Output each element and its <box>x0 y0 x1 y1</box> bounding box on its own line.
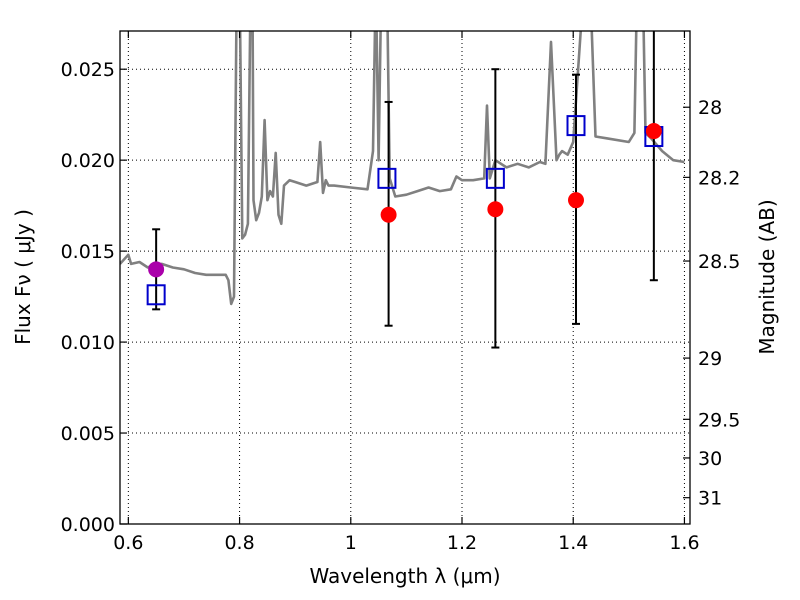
model-spectrum-line <box>120 31 685 306</box>
right-tick-label: 30 <box>698 448 722 470</box>
right-tick-label: 29.5 <box>698 409 740 431</box>
y-tick-label: 0.005 <box>61 423 115 445</box>
model-photometry-square <box>146 284 166 306</box>
right-tick-label: 28.2 <box>698 167 740 189</box>
right-tick-label: 31 <box>698 488 722 510</box>
ticks <box>120 31 690 525</box>
x-axis-label: Wavelength λ (μm) <box>309 564 500 588</box>
points-layer <box>146 31 664 349</box>
y-tick-label: 0.025 <box>61 59 115 81</box>
right-tick-label: 28.5 <box>698 251 740 273</box>
y-tick-label: 0.000 <box>61 514 115 536</box>
model-photometry-square <box>566 115 586 137</box>
observed-flux-point <box>645 123 662 140</box>
y-axis-label: Flux Fν ( μJy ) <box>11 209 35 345</box>
tick-labels: 0.6 0.8 1 1.2 1.4 1.6 0.000 0.005 0.010 0.015 0.02… <box>61 59 741 554</box>
observed-flux-point <box>568 192 584 209</box>
plot-background <box>120 31 690 524</box>
x-tick-label: 1.6 <box>669 532 699 554</box>
y-tick-label: 0.015 <box>61 241 115 263</box>
model-photometry-square <box>377 167 397 189</box>
observed-flux-point <box>148 261 165 278</box>
plot-frame <box>119 30 691 525</box>
y-tick-label: 0.010 <box>61 332 115 354</box>
series-layer <box>120 31 685 306</box>
x-tick-label: 1 <box>345 532 357 554</box>
observed-flux-point <box>380 206 397 223</box>
y-tick-label: 0.020 <box>61 150 115 172</box>
x-tick-label: 1.4 <box>558 532 588 554</box>
x-tick-label: 0.6 <box>113 532 143 554</box>
y-right-axis-label: Magnitude (AB) <box>755 199 779 354</box>
x-tick-label: 0.8 <box>224 532 254 554</box>
model-photometry-square <box>485 167 505 189</box>
right-tick-label: 29 <box>698 348 722 370</box>
observed-flux-point <box>487 201 504 218</box>
right-tick-label: 28 <box>698 97 722 119</box>
x-tick-label: 1.2 <box>447 532 477 554</box>
